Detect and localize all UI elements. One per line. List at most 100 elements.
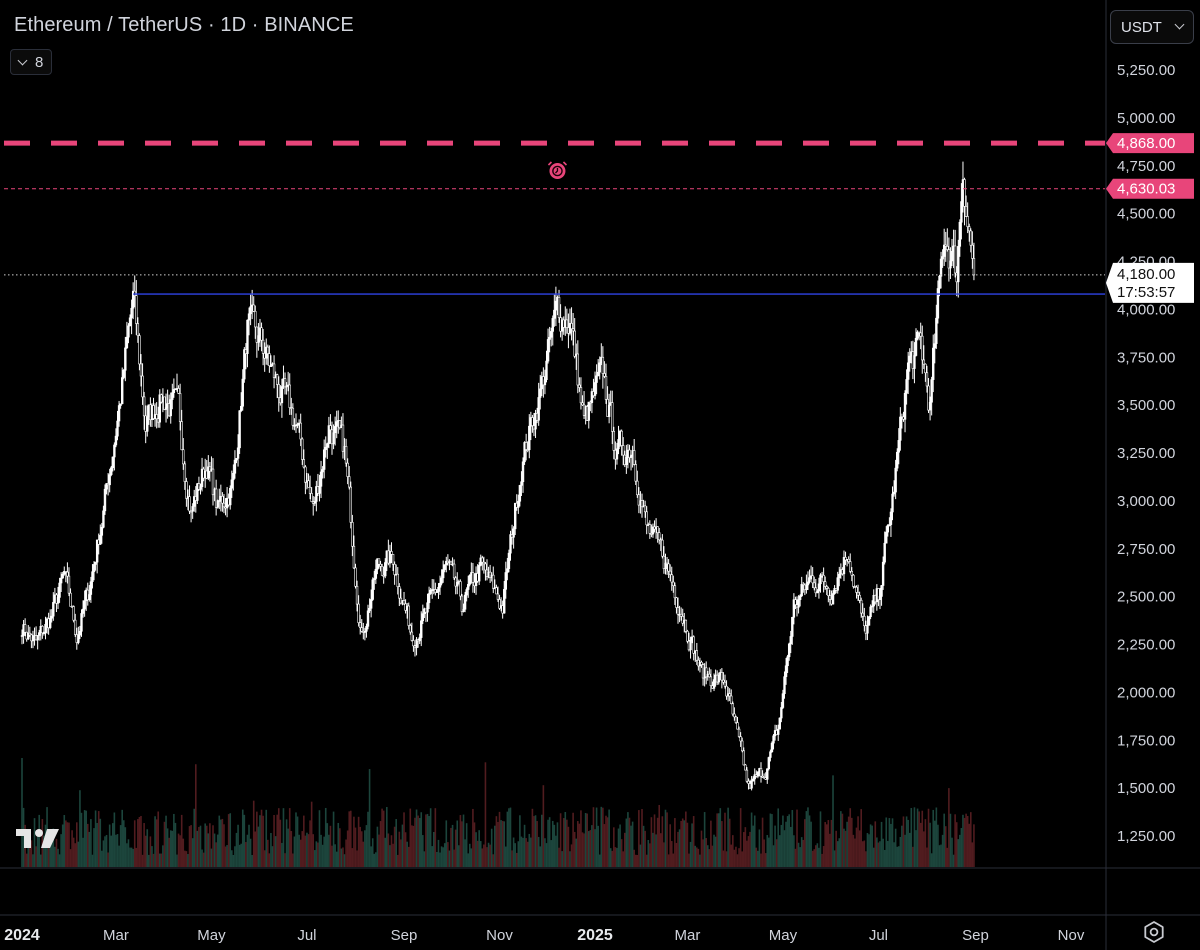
volume-bar [473,822,476,867]
candle-body [888,524,891,526]
volume-bar [816,843,819,867]
volume-bar [400,839,402,867]
volume-bar [580,810,582,867]
volume-bar [310,801,313,867]
candle-body [792,599,796,618]
candle-body [169,399,172,417]
candle-body [357,603,360,623]
candle-body [877,588,880,600]
candle-body [620,430,623,446]
alarm-clock-icon[interactable] [547,161,568,179]
candle-body [492,574,495,589]
volume-bar [882,838,884,867]
volume-bar [173,813,175,867]
volume-bar [126,843,128,867]
volume-bar [774,825,776,867]
x-tick-label: Jul [297,927,316,944]
volume-bar [464,839,466,867]
candle-body [761,775,764,778]
candle-body [131,290,135,309]
volume-bar [494,825,496,867]
candle-body [662,555,666,569]
volume-bar [152,853,155,867]
volume-bar [364,830,366,867]
volume-bar [913,807,916,867]
candle-body [420,620,423,638]
volume-bar [339,828,341,867]
candle-body [185,481,188,499]
volume-bar [60,834,62,867]
volume-bar [303,815,305,867]
candle-body [135,295,138,324]
currency-selector[interactable]: USDT [1110,10,1194,44]
x-tick-label: Sep [962,927,989,944]
candle-body [966,216,969,227]
volume-bar [893,842,895,867]
volume-bar [861,841,864,867]
volume-bar [940,844,942,867]
volume-bar [910,808,913,867]
volume-bar [963,817,966,867]
volume-bar [562,818,565,867]
volume-bar [188,826,191,867]
volume-bar [636,854,639,867]
candle-body [603,373,606,377]
volume-bar [566,819,568,867]
volume-bar [937,824,939,867]
candle-body [459,581,462,597]
candle-body [593,382,597,396]
candle-body [850,571,854,576]
candle-body [822,575,825,582]
candle-body [313,501,316,504]
volume-bar [295,812,297,867]
volume-bar [403,812,405,867]
volume-bar [702,839,704,867]
candle-body [708,673,711,678]
volume-bar [376,826,379,867]
volume-bar [332,811,335,867]
volume-bar [276,814,279,867]
volume-bar [602,807,604,867]
volume-bar [616,847,618,867]
volume-bar [318,810,321,867]
volume-bar [960,828,963,867]
volume-bar [700,830,703,867]
candle-body [48,617,52,628]
volume-bar [79,790,81,867]
indicators-toggle-button[interactable]: 8 [10,49,53,75]
volume-bar [927,808,930,867]
volume-bar [959,834,961,867]
volume-bar [835,830,837,867]
volume-bar [249,838,252,867]
candle-body [373,578,376,581]
volume-bar [733,849,736,867]
volume-bar [379,821,382,867]
volume-bar [941,834,944,867]
volume-bar [74,843,77,867]
candle-body [634,464,637,482]
candle-body [402,600,406,605]
candle-body [615,448,619,460]
candle-body [668,570,672,575]
candle-body [944,244,947,247]
volume-bar [789,826,792,867]
gear-icon[interactable] [1142,920,1166,944]
candle-body [388,551,392,564]
volume-bar [852,834,855,867]
candle-body [180,421,183,451]
volume-bar [38,814,41,867]
candle-body [969,230,972,246]
volume-bar [323,836,325,867]
volume-bar [647,840,650,867]
volume-bar [213,833,216,867]
volume-bar [918,811,920,867]
volume-bar [603,824,606,867]
volume-bar [758,829,761,867]
volume-bar [101,850,103,867]
volume-bar [606,817,609,867]
tradingview-logo[interactable] [16,826,60,852]
candle-body [349,486,352,523]
volume-bar [938,845,941,867]
candle-body [108,474,111,486]
